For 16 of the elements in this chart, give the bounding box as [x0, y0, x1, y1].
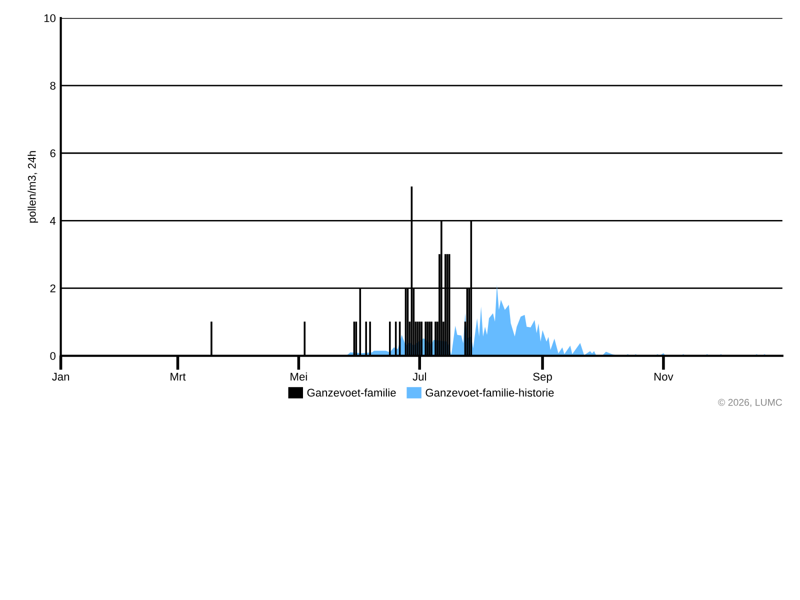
x-tick-label: Nov [654, 372, 674, 381]
text: © 2026, LUMC [718, 398, 782, 407]
y-axis-title: pollen/m3, 24h [28, 151, 38, 223]
x-tick-label: Sep [533, 372, 552, 383]
legend-label: Ganzevoet-familie-historie [426, 388, 554, 397]
x-tick-label: Jan [52, 372, 70, 381]
y-tick-label: 0 [50, 352, 56, 360]
y-tick-label: 10 [44, 14, 56, 22]
y-tick-label: 2 [50, 284, 56, 292]
x-tick-label: Mei [290, 372, 307, 381]
legend-label: Ganzevoet-familie [307, 388, 396, 397]
x-tick-label: Jul [412, 372, 426, 381]
y-tick-label: 6 [50, 149, 56, 158]
y-tick-label: 8 [50, 82, 56, 90]
y-tick-label: 4 [50, 217, 56, 225]
x-tick-label: Mrt [170, 372, 186, 381]
